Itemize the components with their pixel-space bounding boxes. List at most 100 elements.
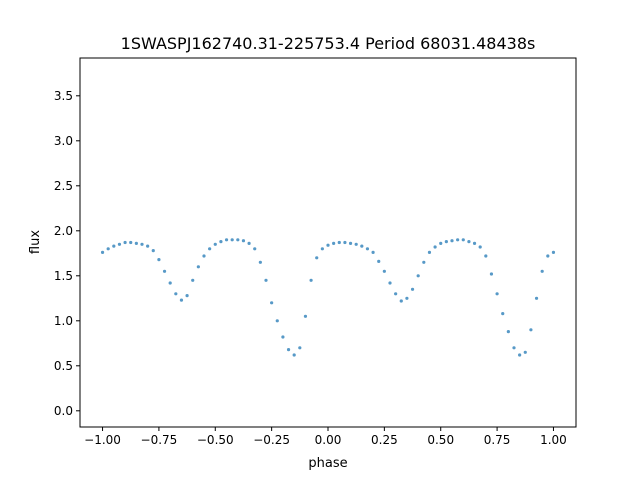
data-point bbox=[365, 247, 370, 251]
y-axis: 0.0 0.5 1.0 1.5 2.0 2.5 3.0 3.5 bbox=[54, 89, 80, 418]
y-axis-label: flux bbox=[28, 230, 43, 254]
data-point bbox=[348, 241, 353, 245]
data-point bbox=[523, 350, 527, 354]
data-point bbox=[258, 260, 262, 264]
data-point bbox=[405, 296, 409, 300]
data-point bbox=[388, 281, 392, 285]
data-point bbox=[202, 254, 206, 258]
data-point bbox=[433, 245, 437, 249]
data-point bbox=[247, 241, 251, 245]
data-point bbox=[484, 254, 488, 258]
data-point bbox=[444, 240, 448, 244]
data-point bbox=[326, 243, 330, 247]
data-point bbox=[151, 249, 155, 253]
x-axis: −1.00 −0.75 −0.50 −0.25 0.00 0.25 0.50 0.75 1.00 bbox=[84, 427, 567, 447]
data-point bbox=[275, 319, 279, 323]
data-point bbox=[467, 240, 471, 244]
data-point bbox=[416, 274, 420, 278]
x-tick-label: −0.75 bbox=[141, 433, 178, 447]
data-point bbox=[236, 238, 240, 242]
data-point bbox=[286, 348, 291, 352]
data-point bbox=[337, 240, 341, 245]
data-point bbox=[157, 258, 161, 262]
y-tick-label: 2.5 bbox=[54, 179, 73, 193]
x-tick-label: 0.75 bbox=[484, 433, 511, 447]
x-tick-label: −1.00 bbox=[84, 433, 121, 447]
data-point bbox=[185, 294, 189, 298]
y-tick-label: 0.0 bbox=[54, 404, 73, 418]
data-point bbox=[224, 238, 229, 242]
x-tick-label: 0.25 bbox=[371, 433, 398, 447]
data-point bbox=[303, 314, 308, 318]
data-point bbox=[281, 335, 285, 339]
plot-area bbox=[80, 58, 576, 427]
x-tick-label: 0.50 bbox=[427, 433, 454, 447]
x-axis-label: phase bbox=[308, 456, 347, 471]
data-point bbox=[360, 244, 364, 248]
data-point bbox=[320, 247, 324, 251]
data-point bbox=[298, 346, 302, 350]
data-point bbox=[501, 312, 505, 316]
data-point bbox=[450, 239, 454, 243]
data-point bbox=[292, 353, 296, 357]
data-point bbox=[213, 242, 217, 246]
data-point bbox=[123, 240, 127, 245]
data-point bbox=[100, 250, 105, 254]
data-point bbox=[106, 247, 110, 251]
y-tick-label: 3.0 bbox=[54, 134, 73, 148]
y-tick-label: 1.0 bbox=[54, 314, 73, 328]
x-tick-label: 1.00 bbox=[540, 433, 567, 447]
data-point bbox=[546, 254, 550, 258]
data-point bbox=[529, 328, 533, 332]
data-point bbox=[332, 241, 336, 245]
x-tick-label: −0.25 bbox=[253, 433, 290, 447]
y-tick-label: 2.0 bbox=[54, 224, 73, 238]
data-point bbox=[461, 238, 465, 242]
y-tick-label: 0.5 bbox=[54, 359, 73, 373]
data-point bbox=[174, 292, 178, 296]
data-point bbox=[512, 346, 516, 350]
y-tick-label: 3.5 bbox=[54, 89, 73, 103]
data-point bbox=[478, 245, 482, 249]
data-points bbox=[100, 238, 556, 357]
data-point bbox=[354, 242, 358, 246]
data-point bbox=[208, 247, 212, 251]
data-point bbox=[506, 330, 510, 334]
data-point bbox=[162, 269, 167, 273]
x-tick-label: 0.00 bbox=[315, 433, 342, 447]
data-point bbox=[343, 240, 347, 245]
data-point bbox=[134, 241, 138, 245]
data-point bbox=[146, 244, 150, 248]
data-point bbox=[439, 241, 443, 245]
data-point bbox=[551, 250, 556, 254]
data-point bbox=[371, 250, 375, 254]
data-point bbox=[518, 353, 522, 357]
data-point bbox=[129, 240, 133, 245]
data-point bbox=[315, 256, 319, 260]
data-point bbox=[309, 278, 313, 282]
y-tick-label: 1.5 bbox=[54, 269, 73, 283]
data-point bbox=[117, 242, 122, 246]
data-point bbox=[427, 250, 432, 254]
data-point bbox=[495, 292, 499, 296]
x-tick-label: −0.50 bbox=[197, 433, 234, 447]
chart-title: 1SWASPJ162740.31-225753.4 Period 68031.4… bbox=[121, 34, 536, 53]
data-point bbox=[270, 301, 274, 305]
data-point bbox=[534, 296, 539, 300]
data-point bbox=[112, 244, 116, 248]
data-point bbox=[410, 287, 415, 291]
data-point bbox=[219, 240, 223, 244]
data-point bbox=[191, 278, 195, 282]
data-point bbox=[264, 278, 268, 282]
data-point bbox=[168, 281, 172, 285]
data-point bbox=[422, 260, 426, 264]
data-point bbox=[140, 242, 144, 246]
data-point bbox=[456, 238, 460, 242]
data-point bbox=[196, 265, 200, 269]
data-point bbox=[382, 269, 386, 273]
data-point bbox=[377, 259, 381, 263]
data-point bbox=[179, 298, 184, 302]
data-point bbox=[399, 299, 403, 303]
data-point bbox=[230, 238, 234, 242]
